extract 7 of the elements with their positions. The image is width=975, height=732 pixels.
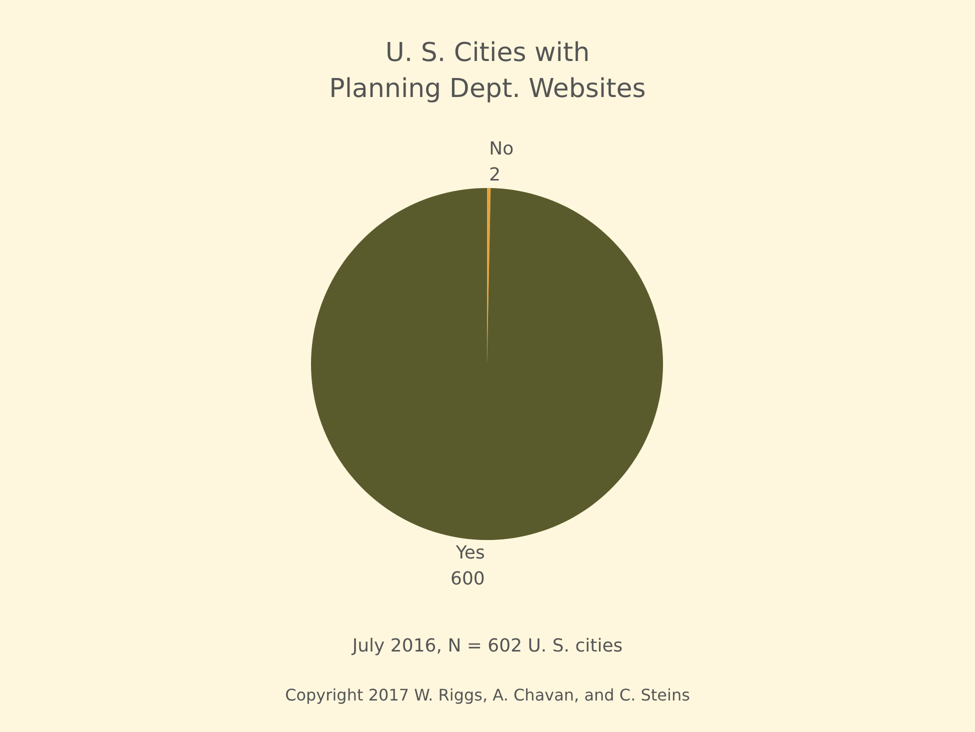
- slice-label: Yes: [454, 542, 485, 564]
- text: July 2016, N = 602 U. S. cities: [351, 636, 623, 656]
- data-label: 2: [489, 164, 501, 186]
- chart-title: U. S. Cities with Planning Dept. Websites: [329, 38, 646, 104]
- data-label: 600: [450, 568, 485, 590]
- slice-label: No: [489, 138, 514, 160]
- text: Copyright 2017 W. Riggs, A. Chavan, and C. Steins: [285, 686, 690, 704]
